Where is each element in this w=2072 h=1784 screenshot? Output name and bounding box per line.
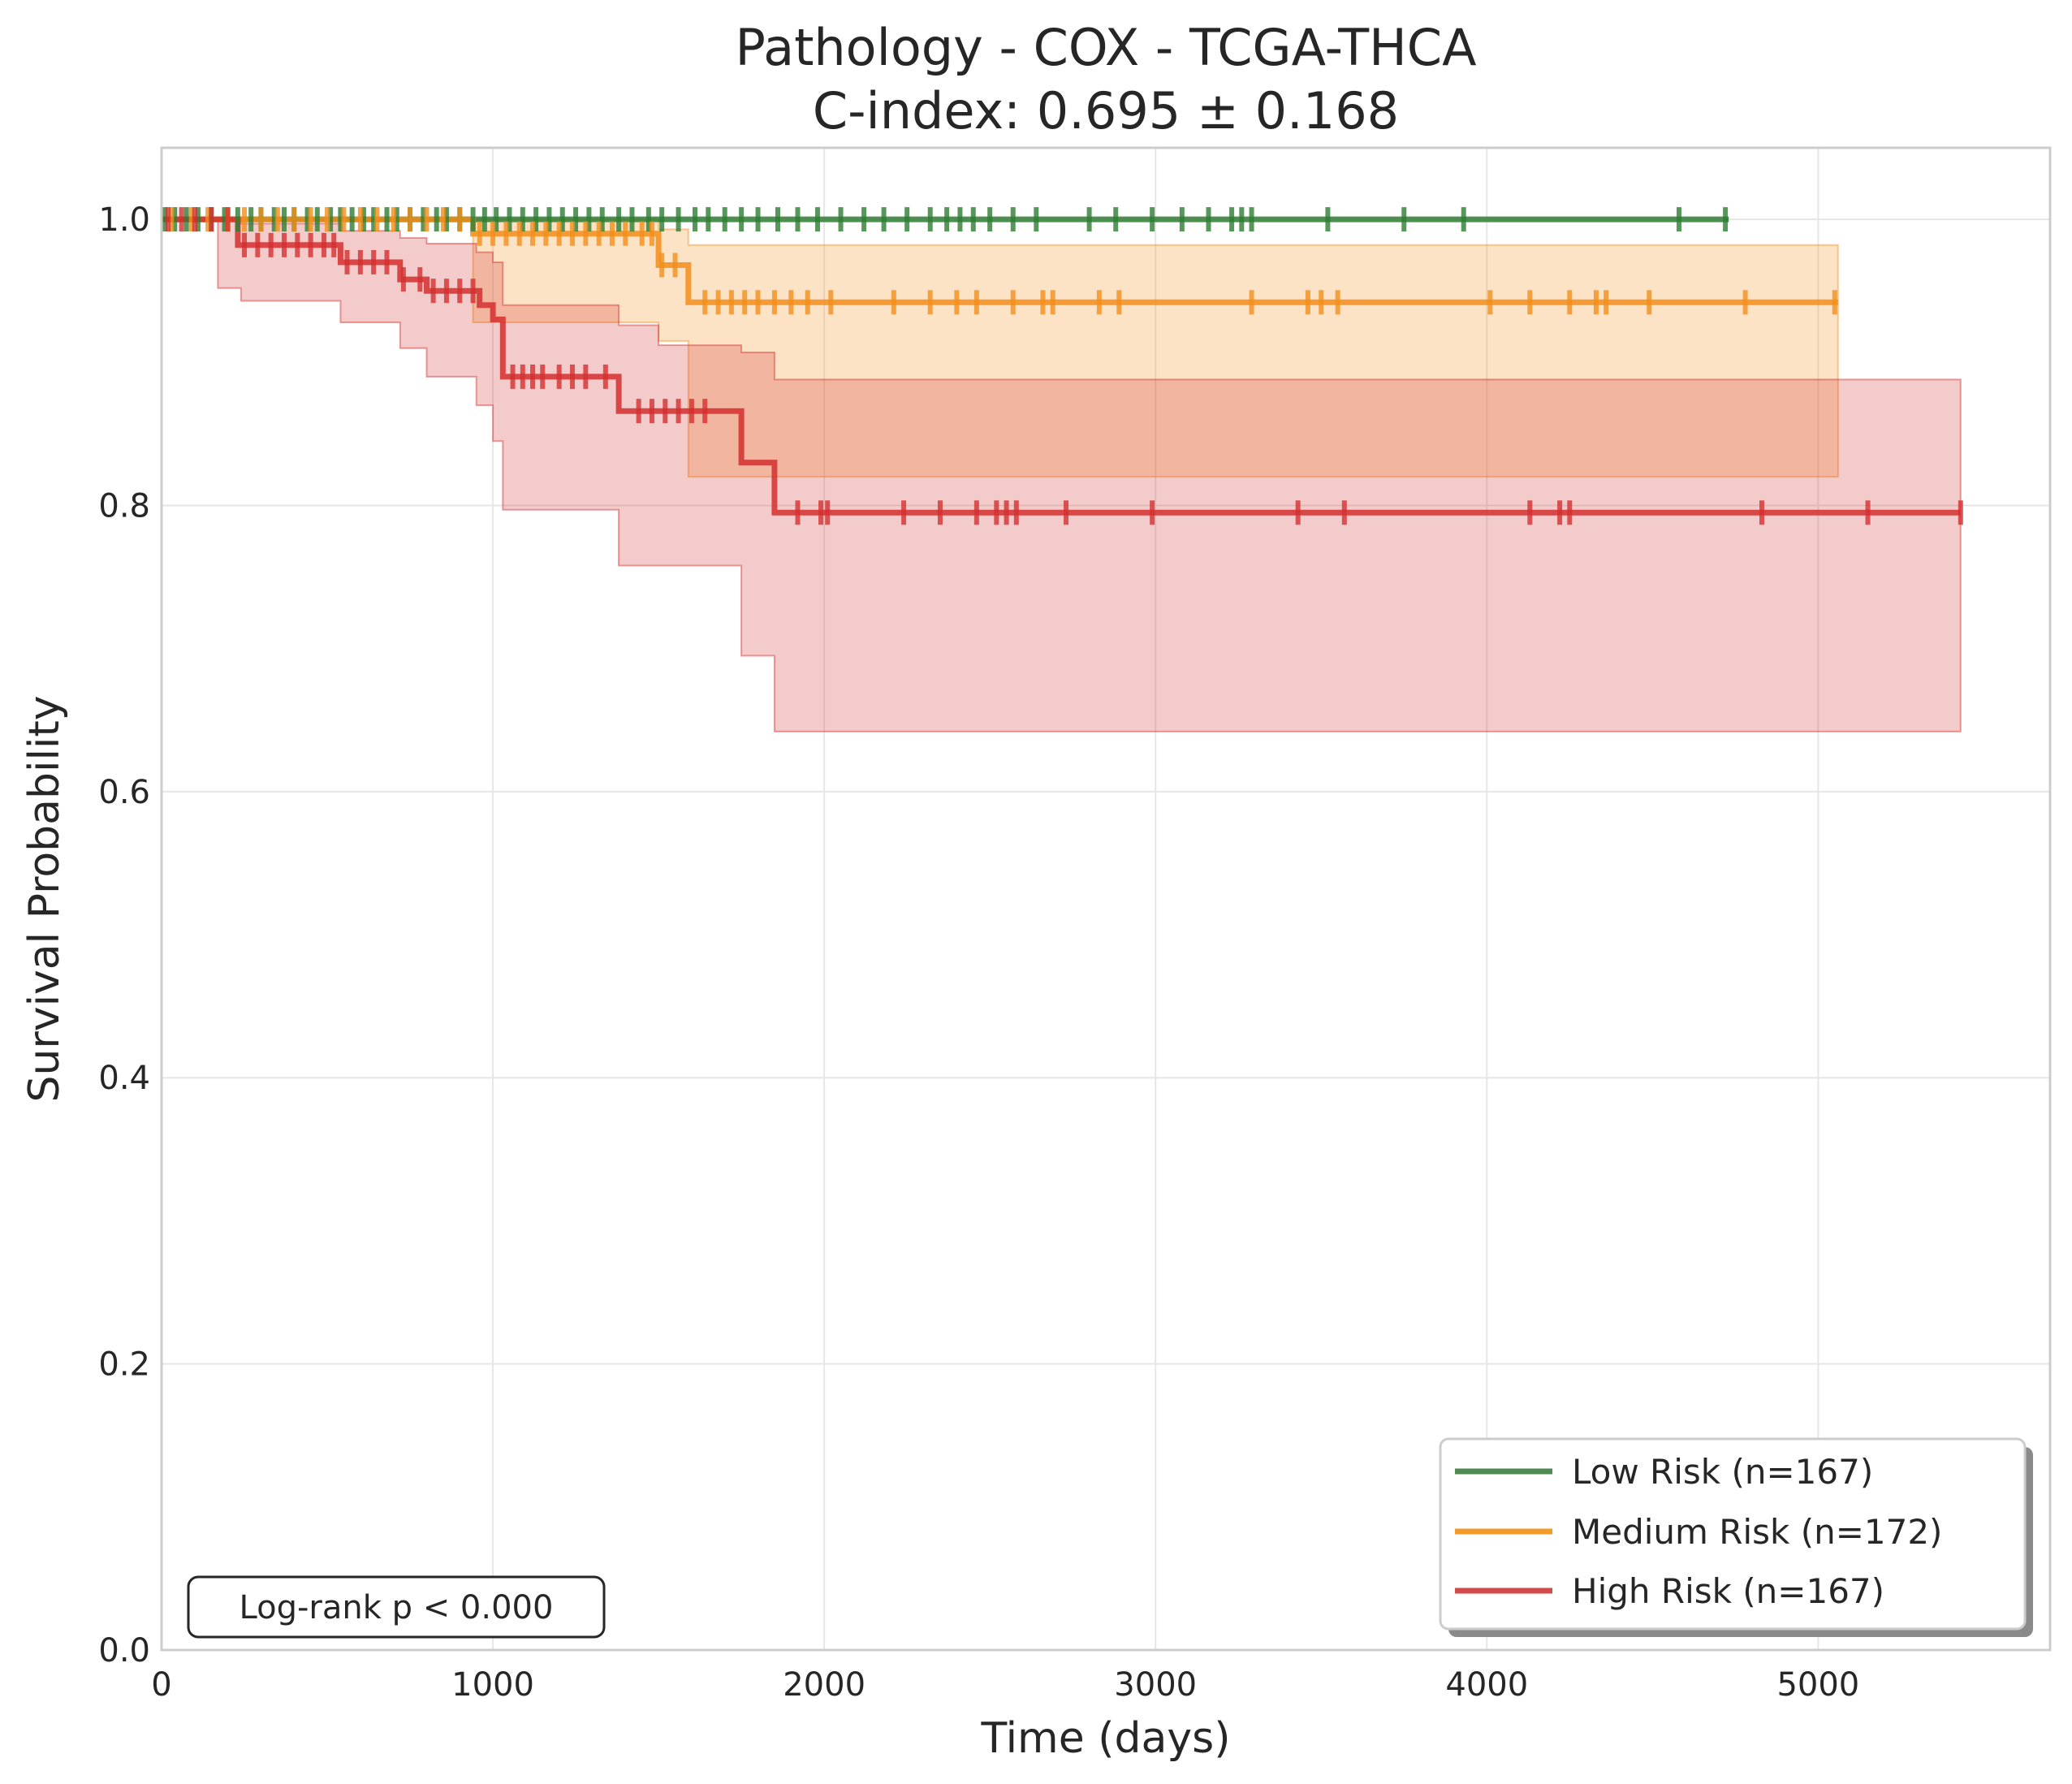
x-tick-label: 5000 <box>1776 1666 1859 1704</box>
x-tick-label: 0 <box>151 1666 171 1704</box>
chart-title-line1: Pathology - COX - TCGA-THCA <box>735 18 1476 77</box>
x-tick-label: 3000 <box>1114 1666 1197 1704</box>
y-tick-label: 0.2 <box>98 1346 150 1384</box>
censor-marks <box>162 207 1963 525</box>
x-tick-label: 4000 <box>1445 1666 1528 1704</box>
x-ticks: 0 1000 2000 3000 4000 5000 <box>151 1666 1859 1704</box>
annotation-box <box>187 1575 606 1639</box>
y-tick-label: 0.8 <box>98 487 150 525</box>
legend-label-medium: Medium Risk (n=172) <box>1572 1512 1942 1552</box>
annotation-text: Log-rank p < 0.000 <box>240 1589 554 1626</box>
survival-line-2 <box>162 216 1961 516</box>
y-ticks: 0.0 0.2 0.4 0.6 0.8 1.0 <box>98 201 150 1670</box>
confidence-bands <box>162 218 1962 732</box>
plot-frame <box>160 146 2052 1652</box>
y-tick-label: 0.6 <box>98 774 150 811</box>
y-tick-label: 0.0 <box>98 1632 150 1670</box>
legend-label-high: High Risk (n=167) <box>1572 1571 1884 1611</box>
log-rank-annotation: Log-rank p < 0.000 <box>187 1575 606 1639</box>
legend-box <box>1439 1437 2027 1631</box>
y-tick-label: 1.0 <box>98 201 150 239</box>
legend: Low Risk (n=167) Medium Risk (n=172) Hig… <box>1439 1437 2033 1637</box>
y-tick-label: 0.4 <box>98 1060 150 1097</box>
ci-band-1 <box>162 218 1839 478</box>
grid <box>161 148 2050 1651</box>
x-tick-label: 2000 <box>783 1666 865 1704</box>
chart-title-line2: C-index: 0.695 ± 0.168 <box>813 81 1399 140</box>
x-tick-label: 1000 <box>451 1666 534 1704</box>
ci-band-2 <box>162 218 1962 732</box>
legend-label-low: Low Risk (n=167) <box>1572 1452 1873 1492</box>
x-axis-label: Time (days) <box>980 1714 1230 1763</box>
y-axis-label: Survival Probability <box>20 695 69 1102</box>
